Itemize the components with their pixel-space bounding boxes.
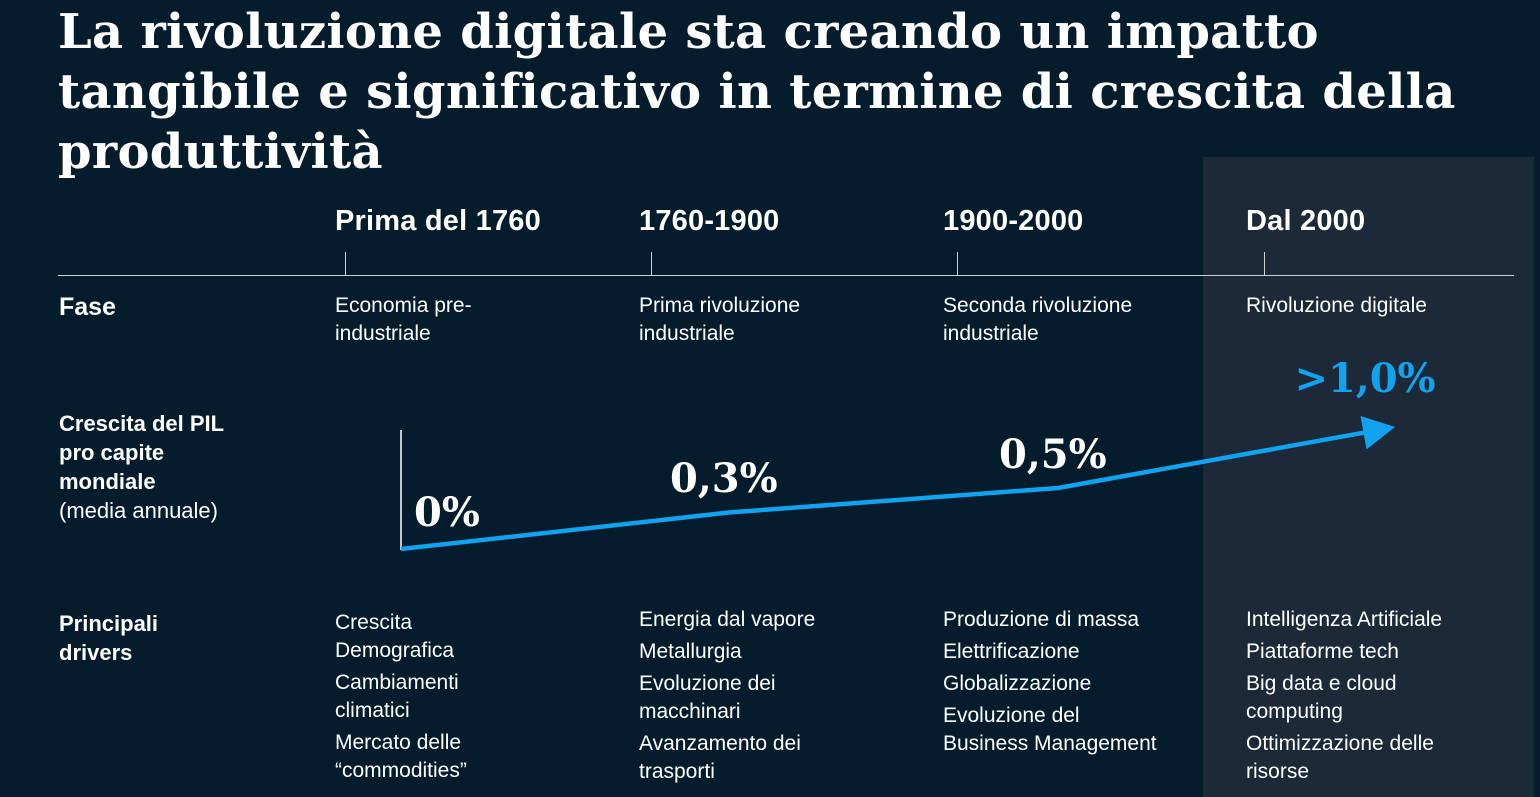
driver-item: Big data e cloud computing	[1246, 672, 1397, 723]
growth-series-line	[400, 429, 1371, 552]
phase-pre-industrial: Economia pre-industriale	[335, 294, 472, 345]
phase-second-industrial-revolution: Seconda rivoluzione industriale	[943, 294, 1133, 345]
phase-first-industrial-revolution: Prima rivoluzione industriale	[639, 294, 801, 345]
driver-item: Cambiamenti climatici	[335, 671, 459, 722]
phase-digital-revolution: Rivoluzione digitale	[1246, 294, 1427, 317]
drivers-1760-1900: Energia dal vapore Metallurgia Evoluzion…	[639, 606, 849, 790]
digital-era-highlight-panel	[1203, 157, 1534, 797]
driver-item: Metallurgia	[639, 640, 742, 663]
growth-data-label: >1,0%	[1294, 355, 1435, 402]
drivers-1900-2000: Produzione di massa Elettrificazione Glo…	[943, 606, 1168, 762]
driver-item: Piattaforme tech	[1246, 640, 1399, 663]
timeline-tick	[957, 252, 958, 275]
growth-data-label: 0,3%	[670, 455, 778, 502]
row-label-phase: Fase	[59, 293, 116, 321]
timeline-tick	[345, 252, 346, 275]
period-since-2000: Dal 2000	[1246, 205, 1366, 237]
timeline-tick	[1264, 252, 1265, 275]
growth-data-label: 0,5%	[999, 431, 1107, 478]
growth-data-label: 0%	[414, 489, 480, 536]
driver-item: Avanzamento dei trasporti	[639, 732, 801, 783]
growth-arrow-head	[1360, 415, 1395, 450]
period-1900-2000: 1900-2000	[943, 205, 1084, 237]
driver-item: Ottimizzazione delle risorse	[1246, 732, 1434, 783]
drivers-since-2000: Intelligenza Artificiale Piattaforme tec…	[1246, 606, 1486, 790]
period-pre-1760: Prima del 1760	[335, 205, 541, 237]
driver-item: Intelligenza Artificiale	[1246, 608, 1443, 631]
driver-item: Energia dal vapore	[639, 608, 816, 631]
slide-title: La rivoluzione digitale sta creando un i…	[58, 4, 1456, 180]
drivers-pre-1760: Crescita Demografica Cambiamenti climati…	[335, 609, 500, 789]
driver-item: Evoluzione del Business Management	[943, 704, 1157, 755]
period-1760-1900: 1760-1900	[639, 205, 780, 237]
driver-item: Evoluzione dei macchinari	[639, 672, 776, 723]
driver-item: Crescita Demografica	[335, 611, 455, 662]
row-label-gdp-growth: Crescita del PIL pro capite mondiale (me…	[59, 411, 225, 523]
driver-item: Elettrificazione	[943, 640, 1080, 663]
driver-item: Globalizzazione	[943, 672, 1092, 695]
driver-item: Mercato delle “commodities”	[335, 731, 467, 782]
timeline-axis	[58, 275, 1514, 276]
driver-item: Produzione di massa	[943, 608, 1140, 631]
row-label-drivers: Principali drivers	[59, 611, 159, 665]
timeline-tick	[651, 252, 652, 275]
